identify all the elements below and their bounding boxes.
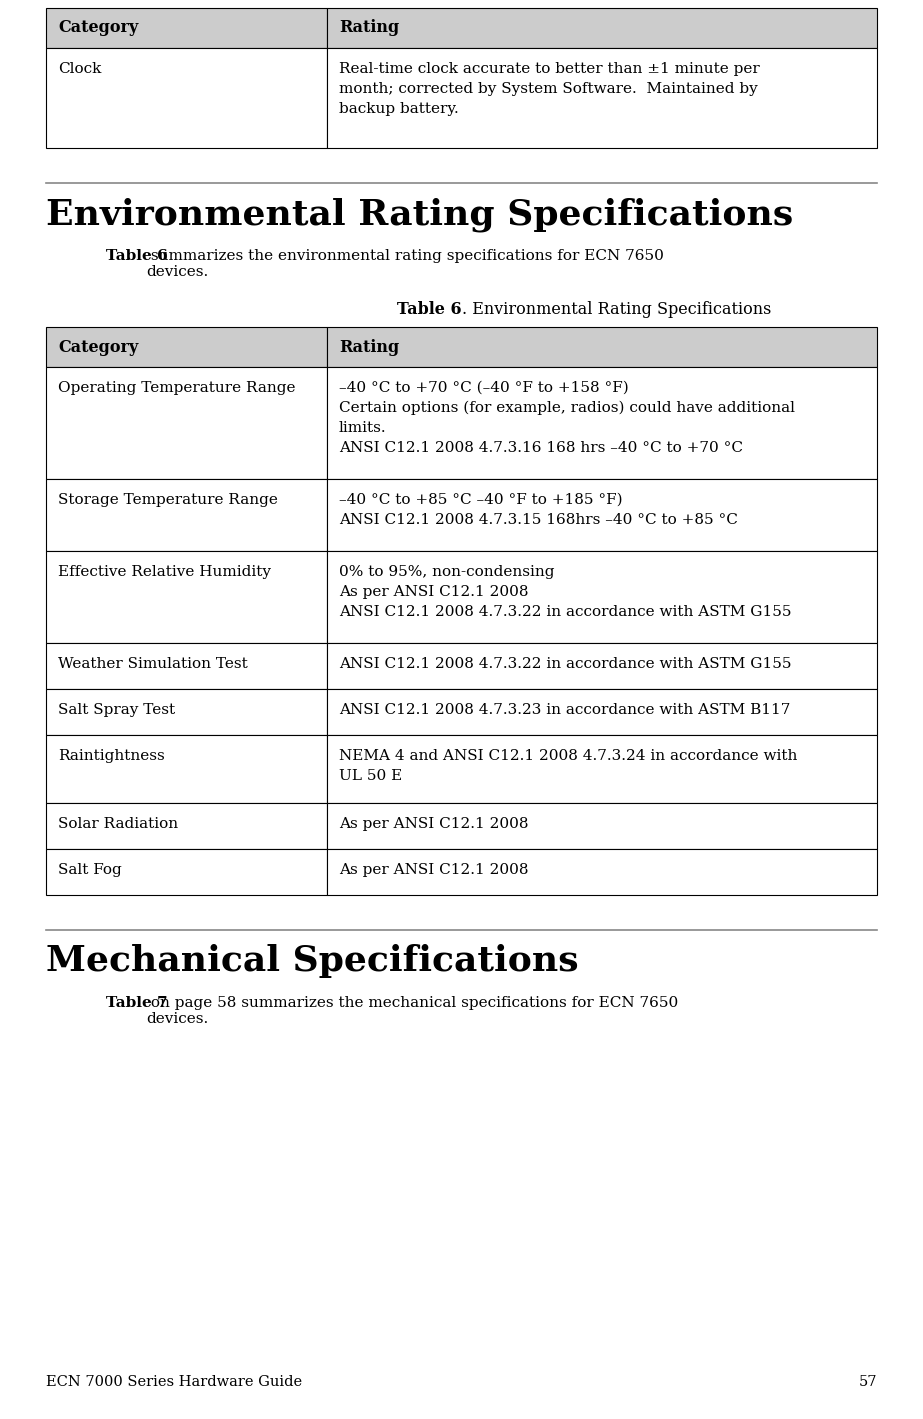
Text: Rating: Rating xyxy=(339,339,399,356)
Bar xyxy=(327,326,877,368)
Text: Category: Category xyxy=(58,20,138,37)
Bar xyxy=(46,326,327,368)
Text: Table 6: Table 6 xyxy=(397,301,462,318)
Text: Table 7: Table 7 xyxy=(106,996,168,1010)
Bar xyxy=(46,849,327,895)
Text: ANSI C12.1 2008 4.7.3.22 in accordance with ASTM G155: ANSI C12.1 2008 4.7.3.22 in accordance w… xyxy=(339,604,791,619)
Text: ANSI C12.1 2008 4.7.3.16 168 hrs –40 °C to +70 °C: ANSI C12.1 2008 4.7.3.16 168 hrs –40 °C … xyxy=(339,441,743,455)
Bar xyxy=(327,803,877,849)
Bar xyxy=(327,849,877,895)
Bar xyxy=(327,9,877,48)
Bar xyxy=(46,551,327,643)
Text: Mechanical Specifications: Mechanical Specifications xyxy=(46,944,579,978)
Text: As per ANSI C12.1 2008: As per ANSI C12.1 2008 xyxy=(339,863,528,877)
Text: on page 58 summarizes the mechanical specifications for ECN 7650
devices.: on page 58 summarizes the mechanical spe… xyxy=(146,996,678,1026)
Text: Raintightness: Raintightness xyxy=(58,749,164,763)
Text: Category: Category xyxy=(58,339,138,356)
Bar xyxy=(327,690,877,735)
Text: Weather Simulation Test: Weather Simulation Test xyxy=(58,657,247,671)
Text: NEMA 4 and ANSI C12.1 2008 4.7.3.24 in accordance with: NEMA 4 and ANSI C12.1 2008 4.7.3.24 in a… xyxy=(339,749,797,763)
Text: 57: 57 xyxy=(858,1375,877,1389)
Text: Certain options (for example, radios) could have additional: Certain options (for example, radios) co… xyxy=(339,402,795,416)
Bar xyxy=(46,690,327,735)
Bar xyxy=(46,9,327,48)
Text: month; corrected by System Software.  Maintained by: month; corrected by System Software. Mai… xyxy=(339,82,758,96)
Bar xyxy=(46,368,327,480)
Bar xyxy=(327,551,877,643)
Text: Real-time clock accurate to better than ±1 minute per: Real-time clock accurate to better than … xyxy=(339,62,760,77)
Text: Salt Fog: Salt Fog xyxy=(58,863,122,877)
Text: backup battery.: backup battery. xyxy=(339,102,459,116)
Bar xyxy=(327,643,877,690)
Bar xyxy=(327,48,877,148)
Text: ANSI C12.1 2008 4.7.3.23 in accordance with ASTM B117: ANSI C12.1 2008 4.7.3.23 in accordance w… xyxy=(339,702,790,717)
Bar xyxy=(327,368,877,480)
Text: Operating Temperature Range: Operating Temperature Range xyxy=(58,380,295,394)
Text: 0% to 95%, non-condensing: 0% to 95%, non-condensing xyxy=(339,565,555,579)
Bar xyxy=(46,643,327,690)
Text: Effective Relative Humidity: Effective Relative Humidity xyxy=(58,565,271,579)
Bar xyxy=(327,480,877,551)
Bar xyxy=(46,803,327,849)
Text: . Environmental Rating Specifications: . Environmental Rating Specifications xyxy=(462,301,772,318)
Text: Storage Temperature Range: Storage Temperature Range xyxy=(58,492,278,507)
Text: –40 °C to +85 °C –40 °F to +185 °F): –40 °C to +85 °C –40 °F to +185 °F) xyxy=(339,492,622,507)
Bar xyxy=(46,480,327,551)
Text: –40 °C to +70 °C (–40 °F to +158 °F): –40 °C to +70 °C (–40 °F to +158 °F) xyxy=(339,380,629,394)
Text: Environmental Rating Specifications: Environmental Rating Specifications xyxy=(46,197,793,231)
Text: ANSI C12.1 2008 4.7.3.15 168hrs –40 °C to +85 °C: ANSI C12.1 2008 4.7.3.15 168hrs –40 °C t… xyxy=(339,514,737,526)
Bar xyxy=(46,48,327,148)
Text: UL 50 E: UL 50 E xyxy=(339,769,402,783)
Text: summarizes the environmental rating specifications for ECN 7650
devices.: summarizes the environmental rating spec… xyxy=(146,248,664,280)
Text: As per ANSI C12.1 2008: As per ANSI C12.1 2008 xyxy=(339,817,528,832)
Text: Solar Radiation: Solar Radiation xyxy=(58,817,178,832)
Text: ANSI C12.1 2008 4.7.3.22 in accordance with ASTM G155: ANSI C12.1 2008 4.7.3.22 in accordance w… xyxy=(339,657,791,671)
Text: Salt Spray Test: Salt Spray Test xyxy=(58,702,175,717)
Text: As per ANSI C12.1 2008: As per ANSI C12.1 2008 xyxy=(339,585,528,599)
Text: limits.: limits. xyxy=(339,421,387,436)
Text: Rating: Rating xyxy=(339,20,399,37)
Text: Table 6: Table 6 xyxy=(106,248,168,263)
Bar xyxy=(46,735,327,803)
Text: ECN 7000 Series Hardware Guide: ECN 7000 Series Hardware Guide xyxy=(46,1375,302,1389)
Text: Clock: Clock xyxy=(58,62,102,77)
Bar xyxy=(327,735,877,803)
